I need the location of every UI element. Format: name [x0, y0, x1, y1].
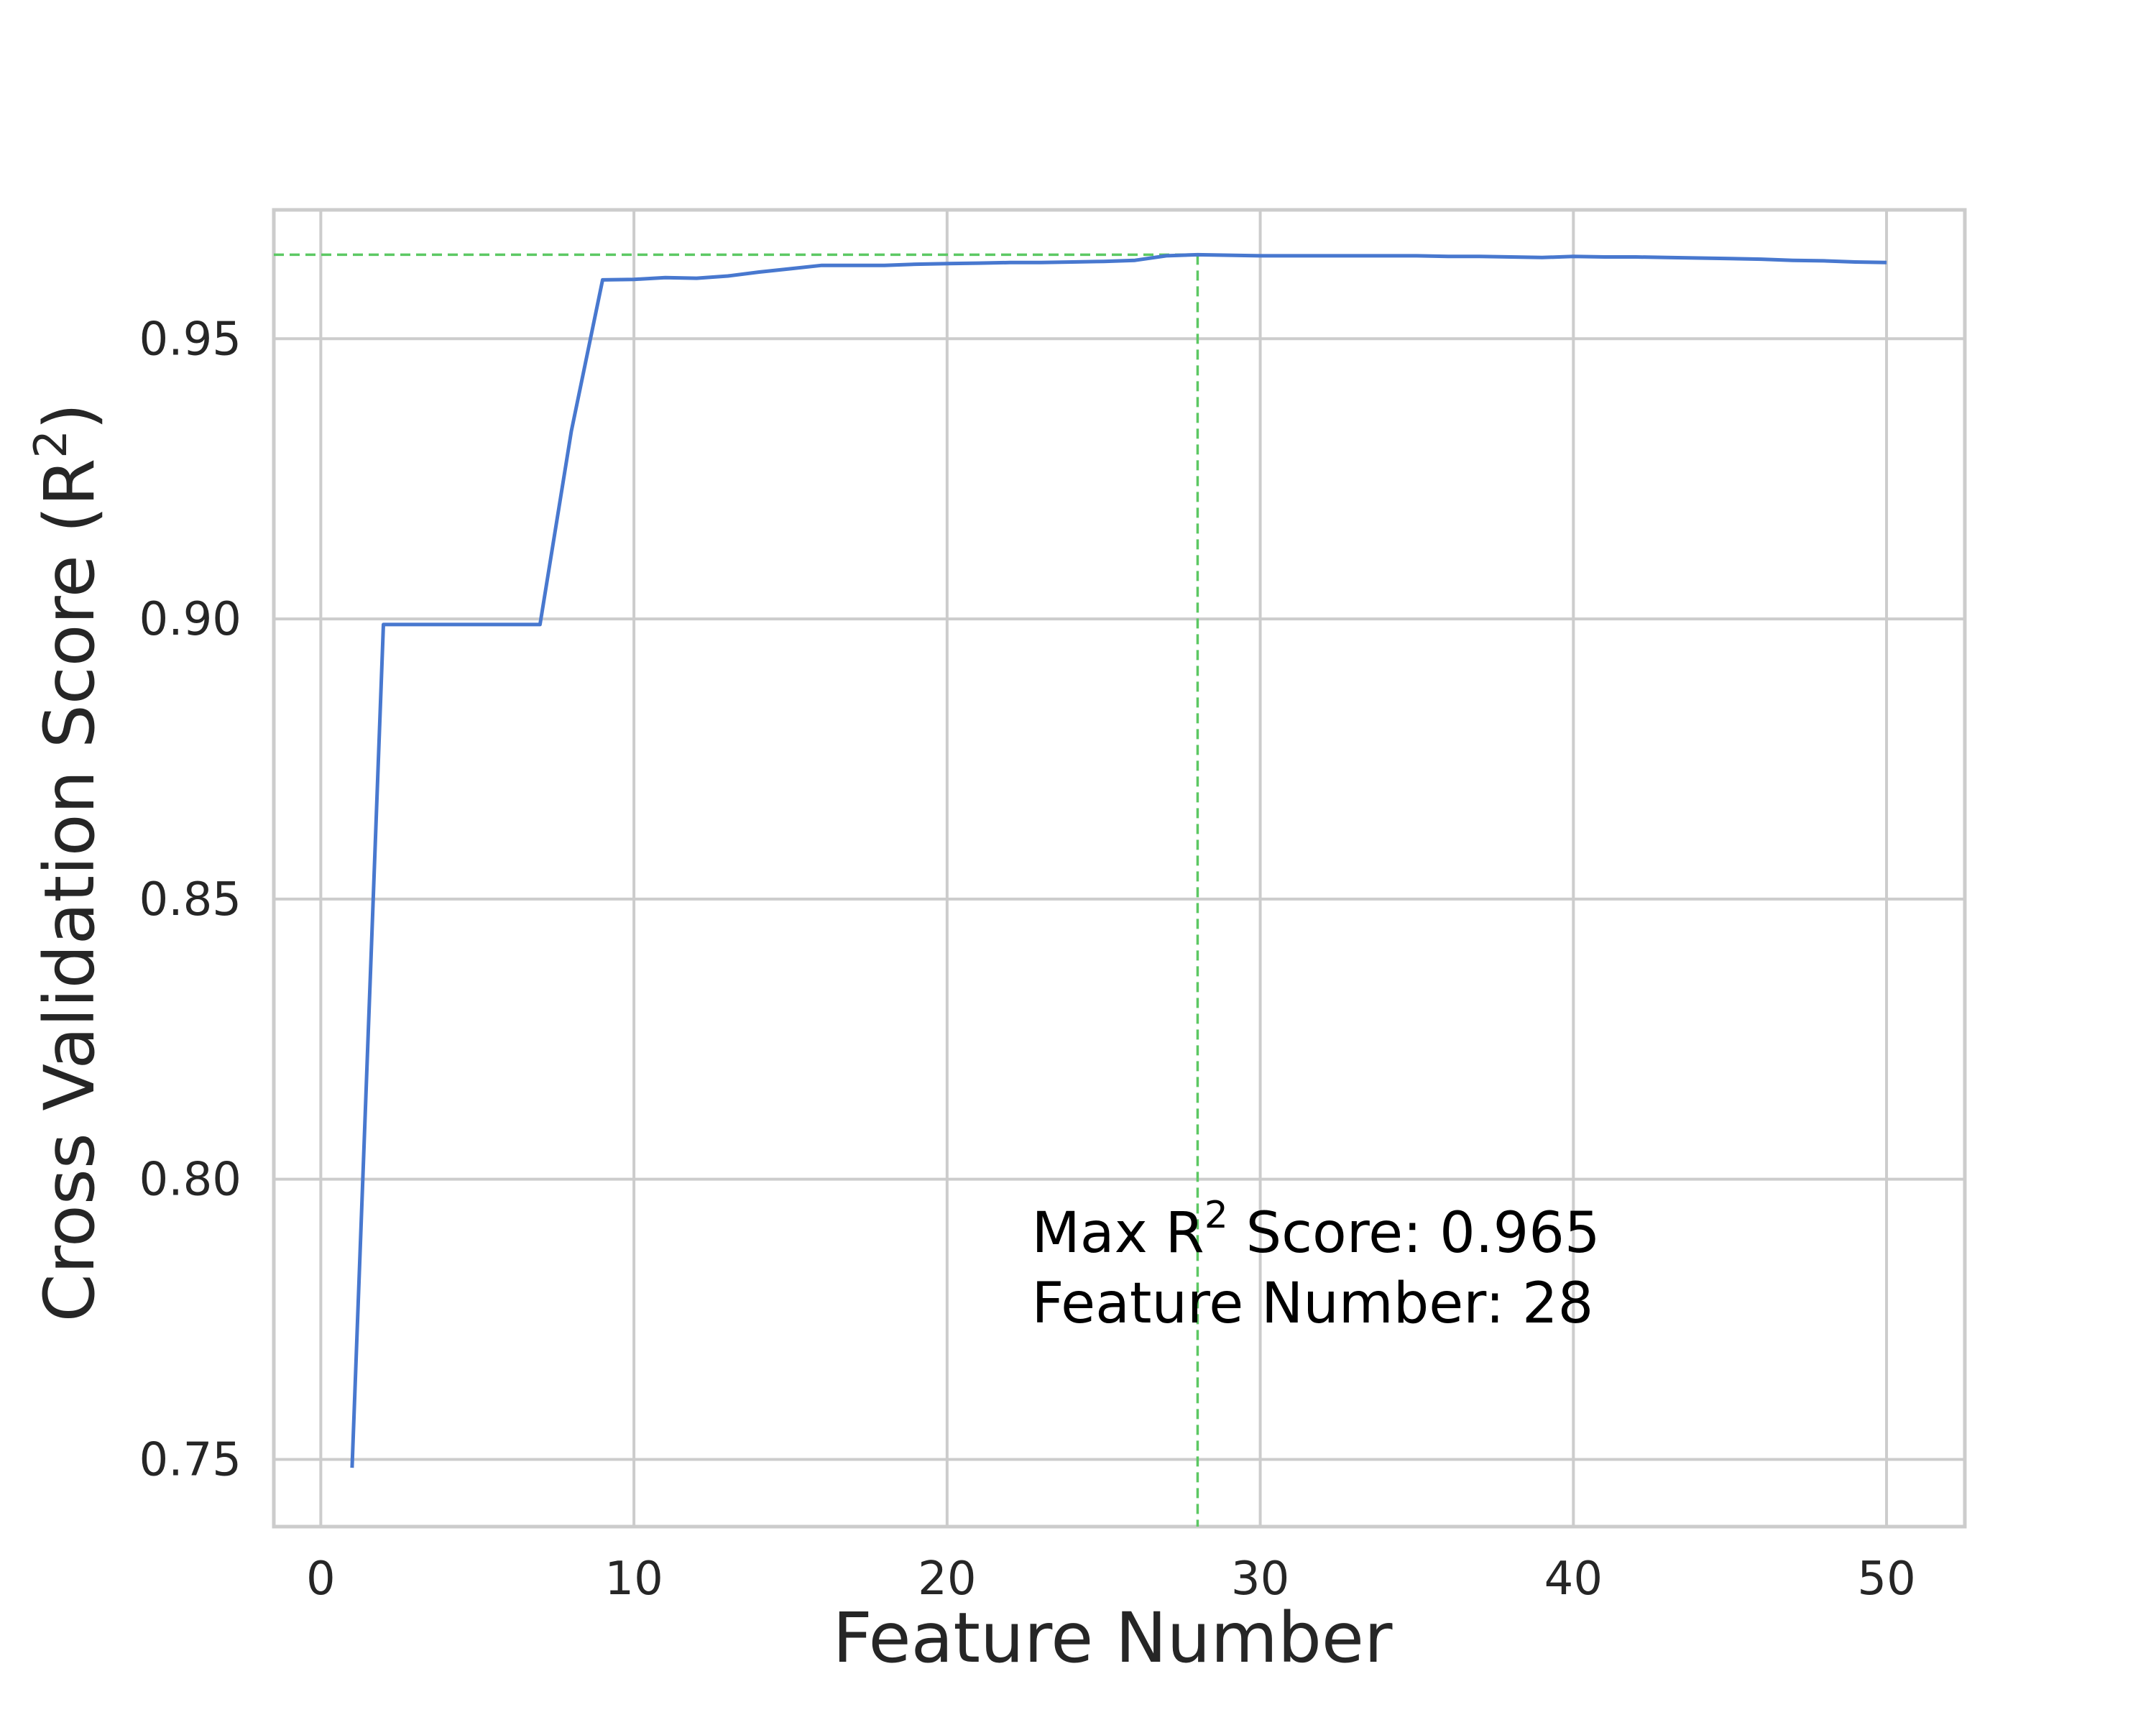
x-tick-label: 40	[1544, 1552, 1603, 1606]
x-tick-label: 10	[604, 1552, 663, 1606]
annotation-max-score-prefix: Max R	[1031, 1201, 1204, 1266]
x-tick-label: 30	[1231, 1552, 1289, 1606]
y-axis-label-close: )	[29, 403, 110, 430]
annotation-max-score-superscript: 2	[1204, 1194, 1228, 1237]
y-tick-label: 0.80	[139, 1154, 242, 1207]
x-tick-labels: 0 10 20 30 40 50	[306, 1552, 1916, 1606]
x-tick-label: 0	[306, 1552, 336, 1606]
y-tick-label: 0.90	[139, 593, 242, 646]
y-tick-label: 0.75	[139, 1433, 242, 1486]
y-grid-lines	[274, 337, 1965, 1461]
annotation-feature-number: Feature Number: 28	[1031, 1271, 1593, 1336]
x-axis-label: Feature Number	[833, 1598, 1393, 1678]
x-tick-label: 20	[918, 1552, 976, 1606]
x-grid-lines	[319, 210, 1889, 1527]
y-tick-labels: 0.75 0.80 0.85 0.90 0.95	[139, 313, 242, 1486]
cv-score-line	[350, 252, 1887, 1468]
series-layer	[350, 252, 1887, 1468]
y-tick-label: 0.85	[139, 873, 242, 926]
plot-frame	[272, 208, 1967, 1529]
y-axis-label-superscript: 2	[24, 430, 77, 458]
y-axis-label: Cross Validation Score (R2)	[24, 403, 110, 1322]
annotation-max-score: Max R2 Score: 0.965	[1031, 1194, 1600, 1266]
reference-lines	[274, 253, 1199, 1527]
x-tick-label: 50	[1857, 1552, 1915, 1606]
y-tick-label: 0.95	[139, 313, 242, 366]
y-axis-label-text: Cross Validation Score (R	[29, 459, 110, 1322]
annotation-max-score-suffix: Score: 0.965	[1228, 1201, 1600, 1266]
